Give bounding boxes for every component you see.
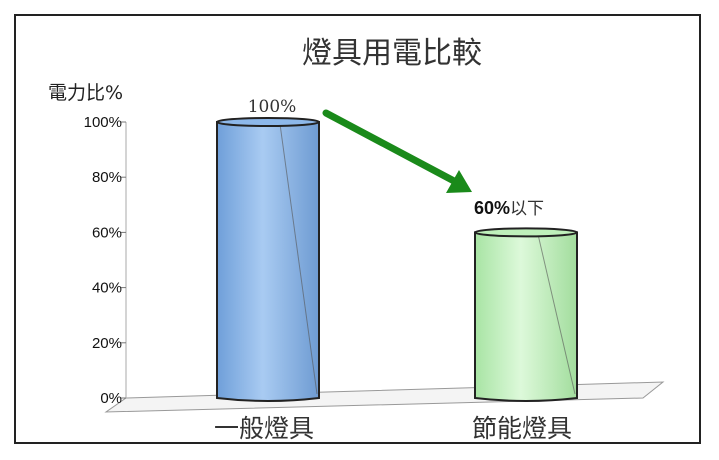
y-tick-label: 80% xyxy=(92,169,122,186)
bar xyxy=(216,117,320,402)
bars xyxy=(216,117,578,402)
y-tick-label: 60% xyxy=(92,224,122,241)
y-axis-ticks: 0% 20% 40% 60% 80% 100% xyxy=(84,114,126,407)
bar-top xyxy=(474,227,578,238)
x-axis-categories: 一般燈具 節能燈具 xyxy=(214,414,572,443)
x-tick-label: 一般燈具 xyxy=(214,414,314,443)
y-tick-label: 20% xyxy=(92,335,122,352)
data-label-saving-value: 60% xyxy=(474,198,510,218)
bar xyxy=(474,227,578,402)
chart-frame xyxy=(14,14,701,444)
arrow-annotation xyxy=(322,109,472,193)
bar-shade-line xyxy=(279,123,318,395)
data-label-saving-suffix: 以下 xyxy=(510,199,544,219)
data-label-general: 100% xyxy=(248,97,297,117)
data-label-saving: 60%以下 xyxy=(474,198,544,219)
bar-shade-line xyxy=(537,234,576,395)
y-tick-label: 100% xyxy=(84,114,122,131)
bar-top xyxy=(216,117,320,127)
x-tick-label: 節能燈具 xyxy=(472,414,572,443)
y-axis-label: 電力比% xyxy=(48,82,123,104)
chart-title: 燈具用電比較 xyxy=(302,36,482,71)
y-tick-label: 0% xyxy=(100,390,122,407)
bar-body xyxy=(216,121,320,402)
chart-floor xyxy=(104,381,665,413)
y-tick-label: 40% xyxy=(92,280,122,297)
bar-body xyxy=(474,231,578,402)
